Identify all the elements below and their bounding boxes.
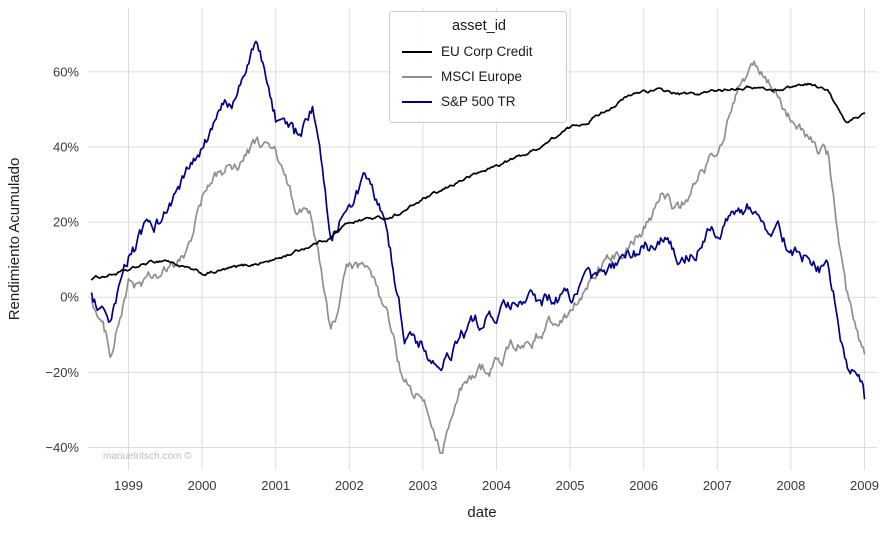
x-tick-label: 2001 [261, 478, 290, 493]
x-tick-label: 2008 [776, 478, 805, 493]
y-tick-label: 60% [53, 64, 79, 79]
legend-title: asset_id [451, 18, 506, 34]
legend-item-eu-corp-credit: EU Corp Credit [402, 39, 556, 64]
legend-label: S&P 500 TR [441, 94, 516, 109]
x-tick-label: 2005 [556, 478, 585, 493]
series-line-s-p-500-tr [90, 40, 866, 400]
legend-item-s-p-500-tr: S&P 500 TR [402, 89, 556, 114]
legend: asset_id EU Corp Credit MSCI Europe S&P 50… [389, 11, 567, 123]
legend-swatch [402, 100, 432, 103]
legend-items: EU Corp Credit MSCI Europe S&P 500 TR [402, 39, 556, 114]
series-line-msci-europe [90, 60, 866, 454]
y-tick-label: 40% [53, 139, 79, 154]
legend-swatch [402, 50, 432, 53]
y-axis-label: Rendimiento Acumulado [6, 158, 23, 321]
legend-item-msci-europe: MSCI Europe [402, 64, 556, 89]
x-tick-label: 2002 [335, 478, 364, 493]
legend-swatch [402, 75, 432, 78]
x-tick-label: 2003 [408, 478, 437, 493]
y-tick-label: 0% [60, 290, 79, 305]
axis-tick-labels: 1999 2000 2001 2002 2003 2004 2005 2006 2007 2008… [45, 64, 879, 493]
y-tick-label: 20% [53, 215, 79, 230]
watermark: manuelritsch.com © [103, 451, 192, 462]
y-tick-label: −40% [45, 440, 79, 455]
series-lines [90, 40, 866, 454]
legend-label: MSCI Europe [441, 69, 523, 84]
x-tick-label: 2009 [850, 478, 879, 493]
y-tick-label: −20% [45, 365, 79, 380]
series-line-eu-corp-credit [90, 82, 866, 281]
legend-label: EU Corp Credit [441, 44, 533, 59]
x-tick-label: 2004 [482, 478, 511, 493]
x-tick-label: 2006 [629, 478, 658, 493]
x-tick-label: 2007 [703, 478, 732, 493]
x-axis-label: date [467, 504, 496, 521]
x-tick-label: 1999 [114, 478, 143, 493]
x-tick-label: 2000 [188, 478, 217, 493]
